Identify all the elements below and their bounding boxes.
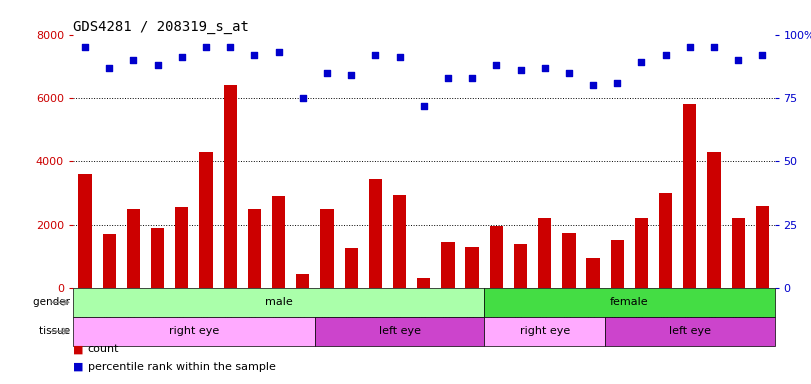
Point (345, 72, 358, 78)
Bar (417, 278, 431, 288)
Text: right eye: right eye (520, 326, 570, 336)
Point (514, 67, 527, 73)
Bar (103, 234, 116, 288)
Bar (272, 196, 285, 288)
Point (79, 44, 92, 50)
Point (659, 52, 672, 58)
Bar (175, 207, 188, 288)
Point (272, 49, 285, 55)
Bar (315, 317, 484, 346)
Point (539, 65, 551, 71)
Point (441, 74, 454, 81)
Text: count: count (88, 344, 119, 354)
Text: left eye: left eye (669, 326, 710, 336)
Bar (586, 258, 599, 288)
Point (635, 60, 648, 66)
Point (611, 79, 624, 86)
Point (320, 70, 333, 76)
Point (586, 82, 599, 88)
Text: gender: gender (32, 297, 73, 308)
Bar (320, 209, 333, 288)
Bar (441, 242, 455, 288)
Point (175, 54, 188, 60)
Point (466, 74, 478, 81)
Bar (538, 218, 551, 288)
Point (200, 44, 212, 50)
Point (248, 52, 261, 58)
Bar (248, 209, 261, 288)
Bar (635, 218, 648, 288)
Bar (200, 152, 212, 288)
Bar (73, 288, 484, 317)
Bar (490, 226, 503, 288)
Bar (224, 85, 237, 288)
Text: left eye: left eye (379, 326, 421, 336)
Point (296, 95, 309, 101)
Point (490, 62, 503, 68)
Bar (562, 233, 576, 288)
Point (707, 44, 720, 50)
Text: male: male (264, 297, 293, 308)
Bar (707, 152, 721, 288)
Text: percentile rank within the sample: percentile rank within the sample (88, 362, 276, 372)
Bar (345, 248, 358, 288)
Bar (756, 206, 769, 288)
Point (756, 52, 769, 58)
Bar (484, 288, 775, 317)
Bar (296, 274, 310, 288)
Bar (514, 244, 527, 288)
Bar (151, 228, 165, 288)
Point (151, 62, 164, 68)
Text: tissue: tissue (39, 326, 73, 336)
Bar (605, 317, 775, 346)
Bar (466, 247, 478, 288)
Text: ■: ■ (73, 344, 87, 354)
Point (103, 65, 116, 71)
Point (127, 57, 140, 63)
Point (369, 52, 382, 58)
Bar (484, 317, 605, 346)
Bar (393, 195, 406, 288)
Bar (369, 179, 382, 288)
Text: ■: ■ (73, 362, 87, 372)
Text: female: female (610, 297, 649, 308)
Point (393, 54, 406, 60)
Bar (73, 317, 315, 346)
Point (684, 44, 697, 50)
Point (732, 57, 744, 63)
Bar (732, 218, 744, 288)
Bar (659, 193, 672, 288)
Text: GDS4281 / 208319_s_at: GDS4281 / 208319_s_at (73, 20, 249, 33)
Bar (79, 174, 92, 288)
Point (562, 70, 575, 76)
Point (417, 103, 430, 109)
Bar (611, 240, 624, 288)
Text: right eye: right eye (169, 326, 219, 336)
Point (224, 44, 237, 50)
Bar (683, 104, 697, 288)
Bar (127, 209, 140, 288)
